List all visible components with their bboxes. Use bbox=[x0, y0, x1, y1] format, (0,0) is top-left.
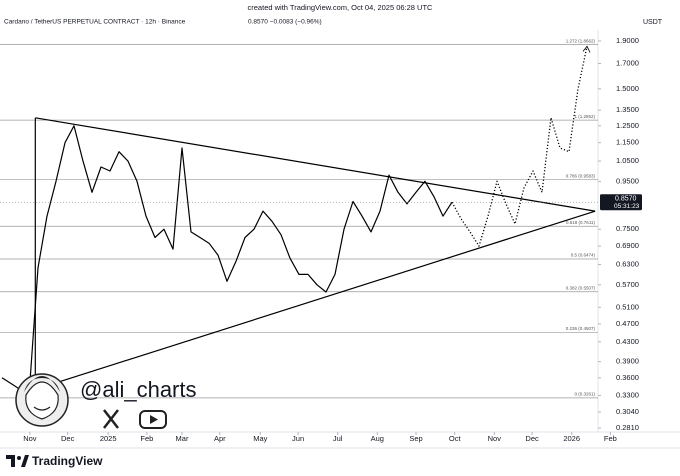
y-tick-label: 0.4300 bbox=[616, 337, 639, 346]
logo-dot bbox=[17, 456, 21, 460]
y-tick-label: 0.3300 bbox=[616, 390, 639, 399]
x-tick-label: 2026 bbox=[563, 434, 580, 443]
footer-logo: TradingView bbox=[6, 454, 103, 468]
price-line bbox=[1, 125, 453, 397]
youtube-icon bbox=[139, 410, 167, 429]
x-tick-label: Aug bbox=[371, 434, 384, 443]
x-icon bbox=[103, 409, 119, 429]
countdown: 05:31:23 bbox=[614, 203, 640, 210]
quote: 0.8570 −0.0083 (−0.96%) bbox=[248, 19, 322, 26]
y-tick-label: 1.7000 bbox=[616, 58, 639, 67]
y-tick-label: 0.3040 bbox=[616, 407, 639, 416]
y-tick-label: 1.9000 bbox=[616, 36, 639, 45]
y-tick-label: 1.1500 bbox=[616, 138, 639, 147]
y-tick-label: 0.6300 bbox=[616, 260, 639, 269]
y-tick-label: 1.2500 bbox=[616, 121, 639, 130]
x-tick-label: Mar bbox=[176, 434, 189, 443]
x-tick-label: Nov bbox=[488, 434, 502, 443]
avatar-hair bbox=[24, 376, 60, 392]
watermark-handle: @ali_charts bbox=[80, 377, 197, 402]
x-tick-label: Jun bbox=[292, 434, 304, 443]
logo-slash bbox=[21, 455, 29, 467]
y-tick-label: 0.9500 bbox=[616, 176, 639, 185]
projection-line bbox=[451, 46, 588, 247]
fib-label: 1.272 (1.8662) bbox=[566, 38, 596, 43]
fib-label: 0.786 (0.9583) bbox=[566, 173, 596, 178]
x-tick-label: 2025 bbox=[100, 434, 117, 443]
trendline-upper bbox=[35, 117, 596, 212]
y-tick-label: 1.3500 bbox=[616, 105, 639, 114]
youtube-play bbox=[150, 415, 158, 424]
x-tick-label: Nov bbox=[23, 434, 37, 443]
x-tick-label: Oct bbox=[449, 434, 462, 443]
x-tick-label: Feb bbox=[140, 434, 153, 443]
y-tick-label: 0.3900 bbox=[616, 357, 639, 366]
x-tick-label: May bbox=[253, 434, 267, 443]
fib-label: 0.618 (0.7611) bbox=[566, 220, 595, 225]
footer-brand: TradingView bbox=[32, 454, 103, 468]
avatar-smile bbox=[33, 406, 51, 411]
header: created with TradingView.com, Oct 04, 20… bbox=[248, 3, 434, 12]
y-tick-label: 1.0500 bbox=[616, 156, 639, 165]
fib-label: 0.236 (0.4507) bbox=[566, 326, 596, 331]
fib-label: 0 (0.3261) bbox=[574, 392, 595, 397]
projection-arrow bbox=[582, 45, 591, 53]
x-tick-label: Sep bbox=[409, 434, 422, 443]
last-price: 0.8570 bbox=[615, 196, 637, 203]
x-tick-label: Jul bbox=[333, 434, 343, 443]
chart-title: Cardano / TetherUS PERPETUAL CONTRACT · … bbox=[4, 19, 186, 26]
fib-label: 1 (1.2852) bbox=[574, 114, 595, 119]
y-tick-label: 0.5700 bbox=[616, 280, 639, 289]
y-tick-label: 0.4700 bbox=[616, 319, 639, 328]
last-price-box bbox=[600, 194, 642, 211]
watermark: @ali_charts bbox=[15, 373, 197, 429]
x-tick-label: Dec bbox=[61, 434, 75, 443]
x-tick-label: Feb bbox=[604, 434, 617, 443]
y-tick-label: 0.7500 bbox=[616, 224, 639, 233]
avatar-face bbox=[25, 381, 59, 420]
y-tick-label: 0.5100 bbox=[616, 302, 639, 311]
y-tick-label: 0.2810 bbox=[616, 423, 639, 432]
y-tick-label: 1.5000 bbox=[616, 84, 639, 93]
y-tick-label: 0.6900 bbox=[616, 241, 639, 250]
x-tick-label: Apr bbox=[214, 434, 226, 443]
currency: USDT bbox=[643, 19, 663, 26]
fib-label: 0.5 (0.6474) bbox=[571, 253, 596, 258]
plot-area: 1.272 (1.8662) 1 (1.2852) 0.786 (0.9583) 0.… bbox=[0, 38, 598, 399]
x-tick-label: Dec bbox=[525, 434, 539, 443]
fib-label: 0.382 (0.5507) bbox=[566, 285, 596, 290]
trendline-lower bbox=[35, 210, 596, 390]
logo-mark bbox=[6, 455, 15, 467]
y-tick-label: 0.3600 bbox=[616, 373, 639, 382]
